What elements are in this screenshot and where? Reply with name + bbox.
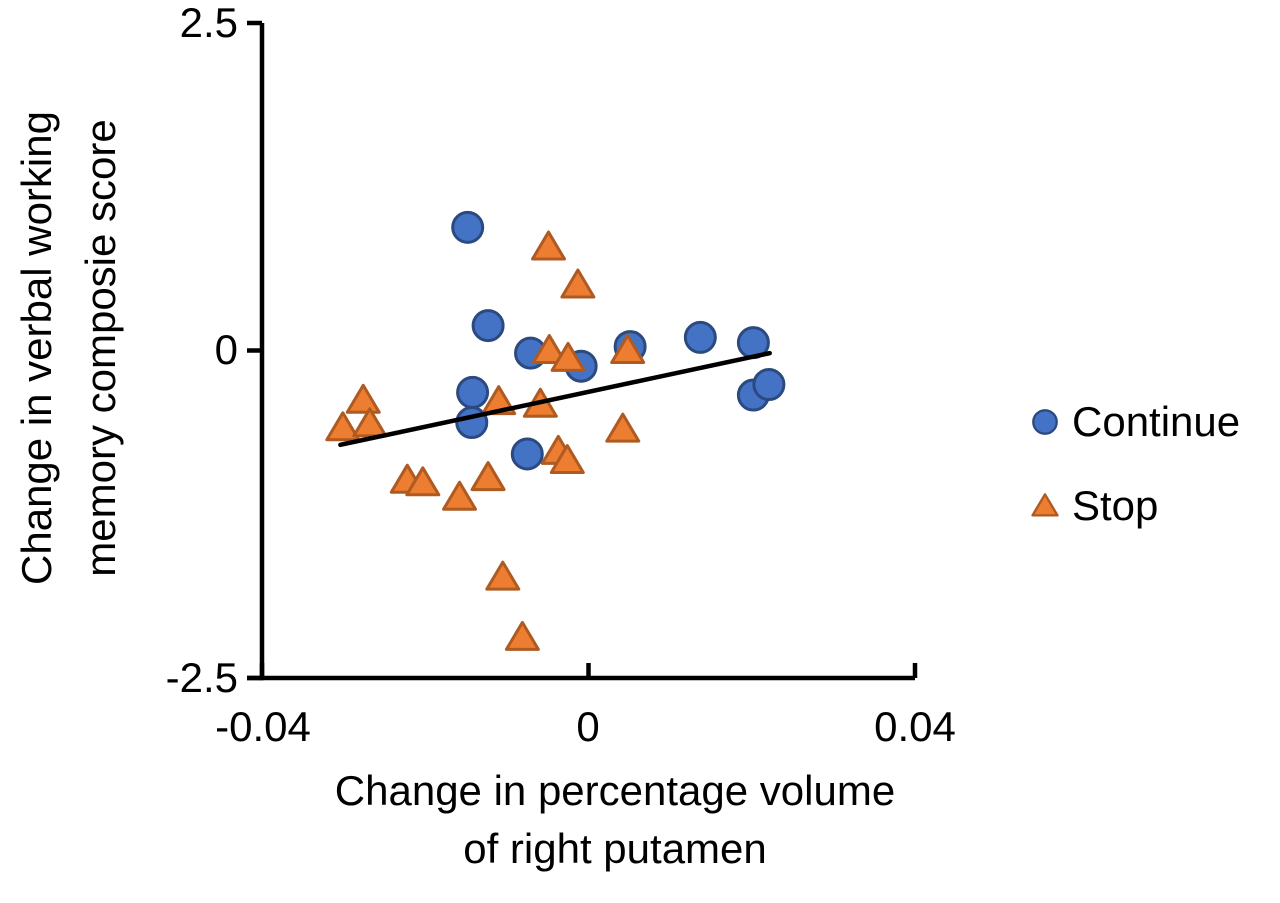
data-point-stop (325, 411, 361, 442)
legend-label-continue: Continue (1072, 398, 1241, 445)
trend-line (338, 350, 772, 448)
data-point-stop (549, 444, 585, 475)
data-point-stop (481, 385, 517, 416)
data-point-stop (531, 334, 567, 364)
y-tick-label-2_5: 2.5 (179, 0, 238, 46)
x-axis-title-line-2: of right putamen (463, 825, 767, 872)
data-point-continue (683, 320, 717, 354)
data-point-continue (510, 437, 544, 471)
data-point-stop (605, 412, 641, 443)
data-point-stop (470, 461, 506, 492)
x-tick-label-0_04: 0.04 (874, 703, 956, 750)
y-tick-label-neg2_5: -2.5 (165, 654, 238, 701)
data-point-stop (352, 407, 388, 438)
legend-item-stop: Stop (1030, 481, 1158, 531)
data-point-continue (451, 210, 485, 244)
legend-label-stop: Stop (1072, 482, 1159, 529)
data-point-stop (531, 230, 567, 261)
stop-triangle-icon (1031, 493, 1059, 517)
data-point-stop (442, 480, 478, 511)
data-point-stop (405, 466, 441, 497)
data-point-stop (485, 560, 521, 591)
y-axis-title-line-1: Change in verbal working (13, 111, 60, 585)
x-axis-title-line-1: Change in percentage volume (334, 767, 896, 814)
data-point-stop (610, 334, 646, 364)
data-point-stop (345, 383, 381, 414)
data-point-stop (550, 341, 586, 372)
x-tick-label-neg0_04: -0.04 (215, 703, 311, 750)
continue-circle-icon (1032, 409, 1058, 435)
x-axis-title: Change in percentage volume of right put… (215, 762, 1015, 878)
data-point-stop (560, 268, 596, 299)
data-point-continue (752, 368, 786, 402)
data-point-stop (504, 620, 540, 651)
data-point-continue (471, 309, 505, 343)
x-tick-label-0: 0 (576, 703, 600, 750)
y-tick-label-0: 0 (214, 326, 238, 373)
data-point-continue (456, 375, 490, 409)
legend-item-continue: Continue (1030, 397, 1240, 447)
